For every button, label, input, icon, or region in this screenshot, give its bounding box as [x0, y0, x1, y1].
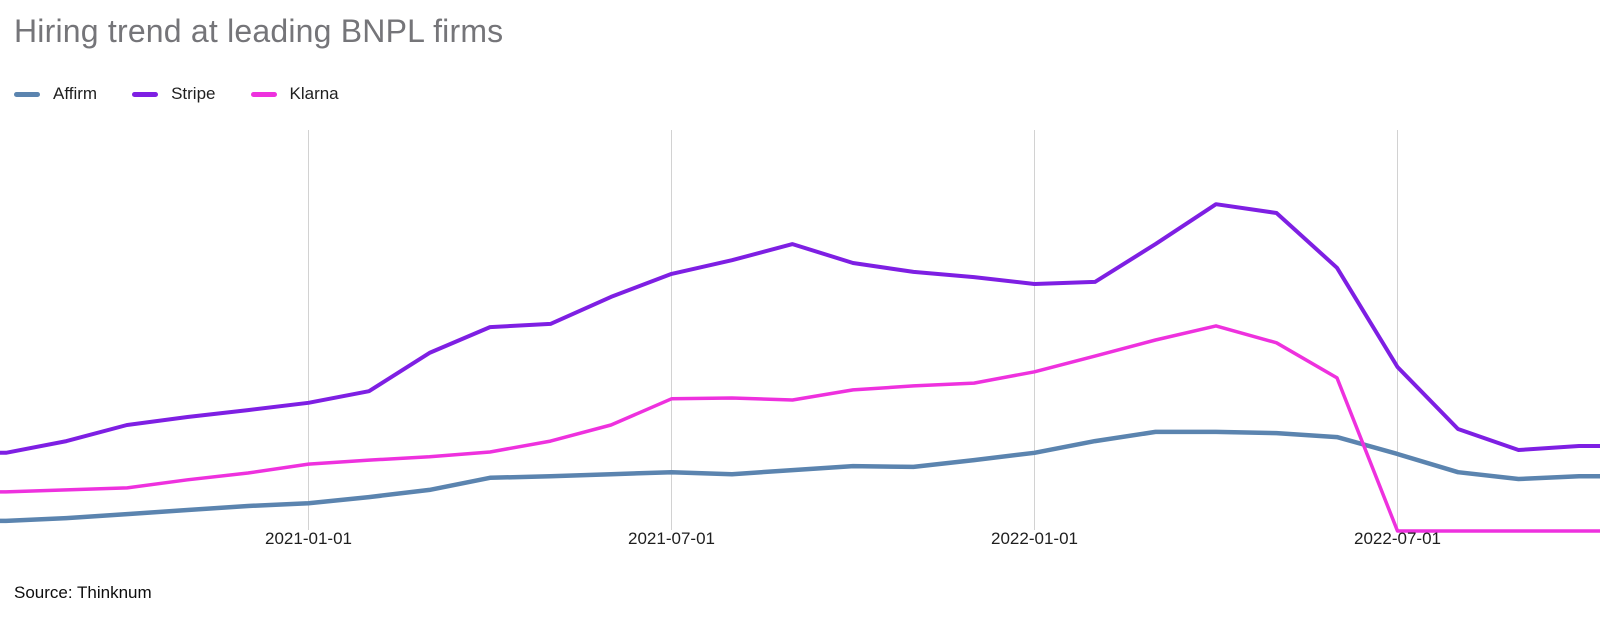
x-axis-tick-label: 2022-07-01 — [1354, 529, 1441, 548]
legend-label: Stripe — [171, 84, 216, 103]
chart-title: Hiring trend at leading BNPL firms — [14, 13, 504, 49]
x-axis-tick-label: 2021-01-01 — [265, 529, 352, 548]
legend-item-stripe[interactable]: Stripe — [132, 84, 216, 104]
plot-area[interactable]: 2021-01-01 2021-07-01 2022-01-01 2022-07-01 — [0, 125, 1600, 548]
x-axis-tick-label: 2022-01-01 — [991, 529, 1078, 548]
legend-label: Affirm — [53, 84, 98, 103]
line-chart[interactable] — [0, 125, 1600, 545]
legend-item-klarna[interactable]: Klarna — [250, 84, 339, 104]
legend-swatch-klarna — [250, 91, 277, 97]
legend-item-affirm[interactable]: Affirm — [14, 84, 97, 104]
series-line-stripe[interactable] — [0, 202, 1600, 455]
legend-swatch-stripe — [132, 91, 159, 97]
legend-label: Klarna — [289, 84, 339, 103]
legend-swatch-affirm — [14, 91, 40, 97]
series-line-affirm[interactable] — [0, 429, 1600, 524]
source-note: Source: Thinknum — [14, 583, 152, 602]
legend: Affirm Stripe Klarna — [14, 84, 339, 104]
x-axis-tick-label: 2021-07-01 — [628, 529, 715, 548]
series-line-klarna[interactable] — [0, 324, 1600, 533]
